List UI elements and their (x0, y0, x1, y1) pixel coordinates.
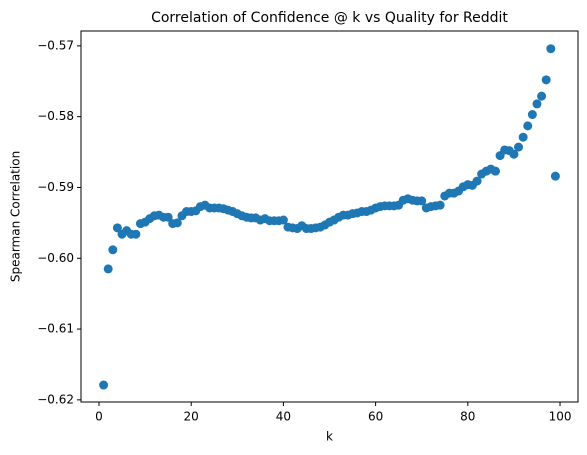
point (172, 218, 182, 228)
point (103, 264, 113, 274)
point (108, 245, 118, 255)
point (163, 212, 173, 222)
point (278, 215, 288, 225)
x-tick-label: 40 (276, 410, 291, 424)
point (546, 44, 556, 54)
point (537, 91, 547, 101)
point (532, 99, 542, 109)
point (527, 110, 537, 120)
point (523, 121, 533, 131)
point (518, 132, 528, 142)
point (472, 176, 482, 186)
y-axis-label: Spearman Correlation (9, 151, 23, 282)
y-tick-label: −0.59 (37, 180, 74, 194)
x-tick-label: 80 (460, 410, 475, 424)
x-tick-label: 60 (368, 410, 383, 424)
chart-title: Correlation of Confidence @ k vs Quality… (151, 10, 508, 26)
x-tick-label: 100 (549, 410, 572, 424)
point (131, 229, 141, 239)
plot-frame (80, 30, 579, 403)
y-tick-label: −0.58 (37, 109, 74, 123)
point (514, 142, 524, 152)
x-axis-label: k (326, 430, 333, 444)
y-tick-label: −0.61 (37, 322, 74, 336)
point (435, 200, 445, 210)
point (417, 196, 427, 206)
x-tick-label: 20 (184, 410, 199, 424)
point (550, 171, 560, 181)
y-tick-label: −0.60 (37, 251, 74, 265)
point (541, 75, 551, 85)
y-tick-label: −0.57 (37, 38, 74, 52)
x-tick-label: 0 (95, 410, 103, 424)
y-tick-label: −0.62 (37, 392, 74, 406)
point (99, 380, 109, 390)
point (509, 149, 519, 159)
point (112, 223, 122, 233)
point (490, 166, 500, 176)
